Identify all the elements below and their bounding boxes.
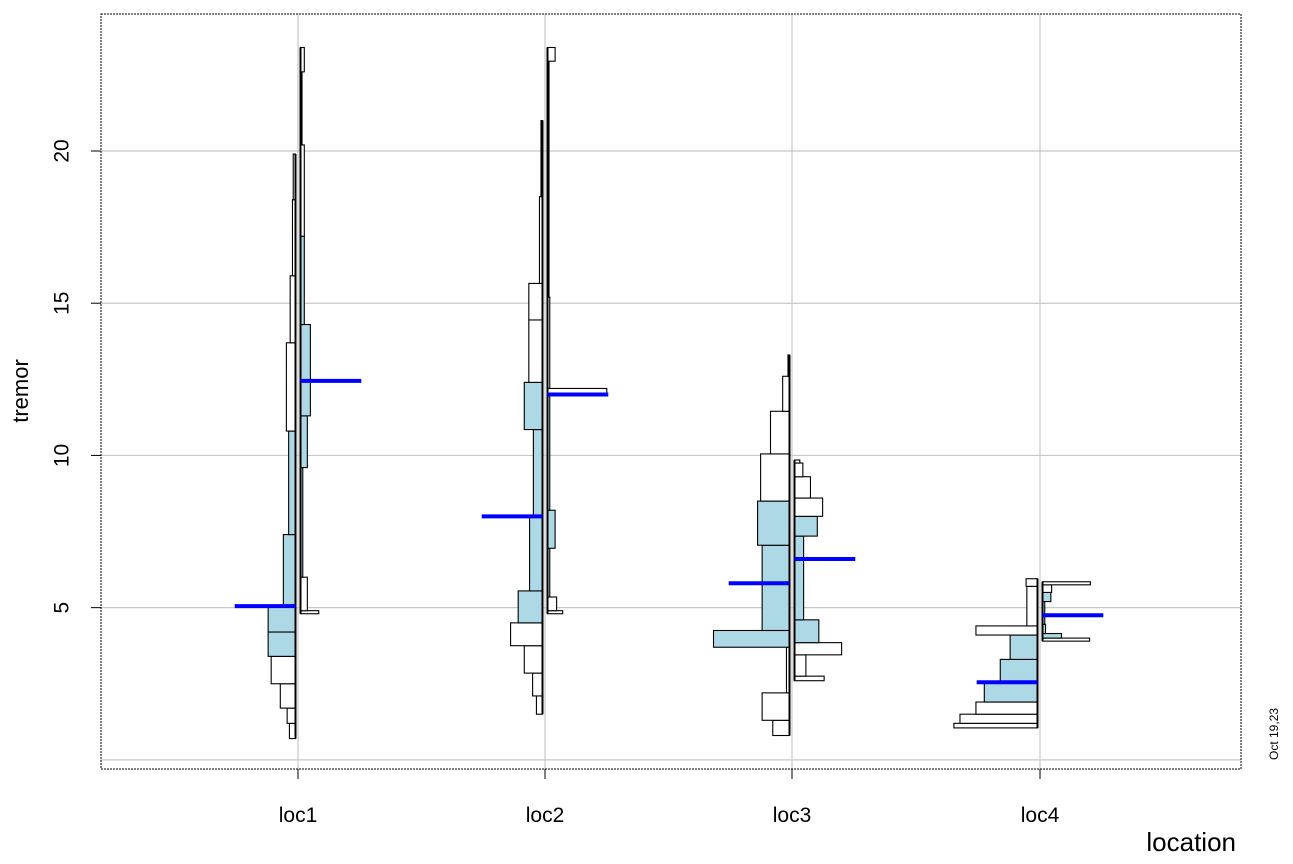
histogram-bar-loc3-left <box>761 544 791 632</box>
x-tick-label: loc3 <box>773 804 812 827</box>
y-tick-label: 20 <box>51 139 74 162</box>
y-axis-title: tremor <box>8 359 33 423</box>
histogram-bar-loc1-left <box>288 430 297 536</box>
y-tick-label: 10 <box>51 444 74 467</box>
histogram-bar-loc4-left <box>999 658 1039 683</box>
histogram-bar-loc4-right <box>1041 584 1053 593</box>
histogram-bar-loc2-left <box>528 319 544 383</box>
histogram-bar-loc3-right <box>793 497 824 517</box>
histogram-bar-loc4-right <box>1041 581 1091 586</box>
histogram-bar-loc3-right <box>793 476 812 499</box>
mean-lines <box>234 378 1104 685</box>
histogram-bar-loc4-left <box>1025 578 1039 587</box>
histogram-bar-loc3-right <box>793 654 807 677</box>
histogram-bar-loc4-left <box>975 625 1039 636</box>
histogram-bar-loc2-left <box>510 622 544 647</box>
histogram-bar-loc3-right <box>793 535 805 621</box>
x-axis-title: location <box>1146 827 1236 857</box>
histogram-bar-loc2-right <box>546 509 556 549</box>
histogram-bar-loc1-left <box>279 683 297 709</box>
histogram-bar-loc3-left <box>760 453 791 502</box>
histogram-bar-loc4-left <box>1026 585 1039 627</box>
histogram-bar-loc2-left <box>532 429 544 517</box>
histogram-bar-loc2-right <box>546 596 558 612</box>
histogram-bar-loc2-left <box>517 590 544 624</box>
histogram-bar-loc4-left <box>983 681 1039 703</box>
y-tick-label: 5 <box>51 602 74 614</box>
histogram-bar-loc2-left <box>528 282 544 321</box>
histogram-bar-loc3-right <box>793 642 843 656</box>
histogram-bar-loc3-right <box>793 619 820 644</box>
plot-frame <box>100 13 1242 770</box>
histogram-bar-loc4-left <box>953 722 1039 729</box>
histogram-bar-loc4-left <box>1009 634 1039 660</box>
histogram-bar-loc4-left <box>975 701 1039 715</box>
y-tick-label: 15 <box>51 292 74 315</box>
histogram-bar-loc2-right <box>546 46 556 62</box>
histogram-bar-loc1-left <box>270 655 297 685</box>
histogram-bar-loc2-left <box>529 515 544 592</box>
histogram-bar-loc4-right <box>1041 632 1063 639</box>
histogram-bar-loc1-left <box>267 631 297 657</box>
histogram-bar-loc3-left <box>769 410 791 455</box>
x-tick-label: loc4 <box>1021 804 1060 827</box>
x-tick-label: loc2 <box>526 804 565 827</box>
histogram-bar-loc4-left <box>959 713 1039 724</box>
histogram-bar-loc3-left <box>757 500 791 546</box>
axes: loc1 loc2 loc3 loc4 5 10 15 20 <box>51 139 1060 827</box>
histogram-bar-loc3-right <box>793 462 804 478</box>
histogram-bar-loc1-right <box>299 415 308 469</box>
histogram-bar-loc3-left <box>712 629 791 648</box>
histogram-bar-loc2-left <box>523 645 544 674</box>
histogram-bar-loc3-right <box>793 675 825 682</box>
histogram-bar-loc2-left <box>532 672 544 697</box>
x-tick-label: loc1 <box>279 804 318 827</box>
date-stamp: Oct 19,23 <box>1267 708 1281 760</box>
histogram-bar-loc2-left <box>523 381 544 431</box>
histogram-bar-loc1-left <box>285 342 297 432</box>
histogram-bars <box>267 46 1091 740</box>
histogram-bar-loc3-left <box>782 375 791 412</box>
histogram-bar-loc3-right <box>793 515 818 537</box>
histogram-bar-loc3-left <box>761 692 791 721</box>
histogram-bar-loc1-left <box>282 534 297 607</box>
histogram-bar-loc1-left <box>286 707 297 724</box>
histogram-bar-loc4-right <box>1041 591 1052 603</box>
histogram-bar-loc1-right <box>299 323 311 417</box>
histogram-bar-loc1-right <box>299 576 308 612</box>
histogram-bar-loc3-left <box>772 719 791 737</box>
histogram-bar-loc1-left <box>267 605 297 633</box>
